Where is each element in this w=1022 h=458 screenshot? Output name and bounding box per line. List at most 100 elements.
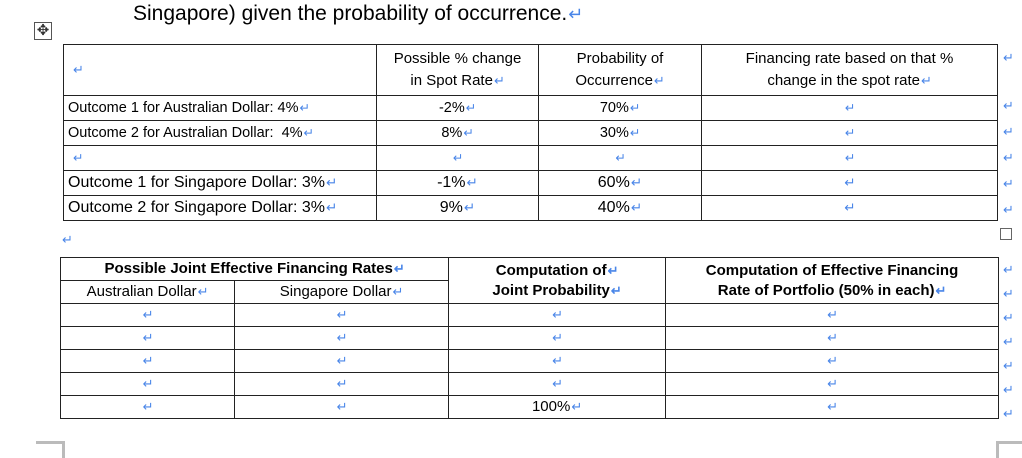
header-portfolio-rate-l2: Rate of Portfolio (50% in each) — [717, 281, 935, 299]
joint-prob-total-cell[interactable]: 100%↵ — [448, 395, 666, 419]
spot-change-cell[interactable]: ↵ — [376, 145, 539, 171]
row-end-mark-icon: ↵ — [1003, 310, 1014, 325]
joint-prob-cell[interactable]: ↵ — [448, 326, 666, 350]
financing-rate-cell[interactable]: ↵ — [701, 120, 998, 146]
row-label[interactable]: ↵ — [63, 145, 377, 171]
probability-cell[interactable]: 40%↵ — [538, 195, 702, 221]
header-joint-probability-l2: Joint Probability — [492, 281, 610, 299]
portfolio-cell[interactable]: ↵ — [665, 303, 999, 327]
spot-change-cell[interactable]: 9%↵ — [376, 195, 539, 221]
table-resize-handle[interactable] — [1000, 228, 1012, 240]
spot-change-cell[interactable]: 8%↵ — [376, 120, 539, 146]
aud-cell[interactable]: ↵ — [60, 326, 235, 350]
cell-mark-icon: ↵ — [465, 101, 477, 115]
portfolio-cell[interactable]: ↵ — [665, 395, 999, 419]
header-joint-rates-text: Possible Joint Effective Financing Rates — [104, 260, 393, 277]
cell-mark-icon: ↵ — [827, 353, 838, 368]
probability-cell[interactable]: ↵ — [538, 145, 702, 171]
row-end-mark-icon: ↵ — [1003, 202, 1014, 217]
probability-cell[interactable]: 70%↵ — [538, 95, 702, 121]
cell-mark-icon: ↵ — [463, 126, 474, 140]
row-label-text: Outcome 1 for Australian Dollar: 4% — [68, 100, 299, 116]
row-label-text: Outcome 2 for Australian Dollar: 4% — [68, 125, 303, 141]
cell-mark-icon: ↵ — [452, 151, 464, 165]
probability-value: 70% — [599, 100, 629, 116]
header-portfolio-rate[interactable]: Computation of Effective Financing Rate o… — [665, 257, 999, 304]
aud-cell[interactable]: ↵ — [60, 372, 235, 396]
spot-change-cell[interactable]: -2%↵ — [376, 95, 539, 121]
row-label[interactable]: Outcome 2 for Singapore Dollar: 3%↵ — [63, 195, 377, 221]
header-joint-probability-l1: Computation of — [495, 261, 607, 279]
sgd-cell[interactable]: ↵ — [234, 395, 449, 419]
row-label[interactable]: Outcome 1 for Australian Dollar: 4%↵ — [63, 95, 377, 121]
header-australian-dollar[interactable]: Australian Dollar↵ — [60, 280, 235, 304]
aud-cell[interactable]: ↵ — [60, 395, 235, 419]
portfolio-cell[interactable]: ↵ — [665, 326, 999, 350]
header-spot-change-l2: in Spot Rate — [410, 72, 493, 89]
sgd-cell[interactable]: ↵ — [234, 303, 449, 327]
paragraph-mark-icon: ↵ — [62, 232, 73, 247]
probability-cell[interactable]: 60%↵ — [538, 170, 702, 196]
aud-cell[interactable]: ↵ — [60, 303, 235, 327]
sgd-cell[interactable]: ↵ — [234, 372, 449, 396]
row-end-mark-icon: ↵ — [1003, 98, 1014, 113]
header-spot-change[interactable]: Possible % change in Spot Rate↵ — [376, 44, 539, 96]
header-probability-l2: Occurrence — [575, 72, 653, 89]
cell-mark-icon: ↵ — [571, 399, 583, 414]
row-end-mark-icon: ↵ — [1003, 262, 1014, 277]
cell-mark-icon: ↵ — [73, 62, 84, 77]
cell-mark-icon: ↵ — [827, 307, 838, 322]
header-aud-text: Australian Dollar — [86, 283, 197, 300]
cell-mark-icon: ↵ — [392, 284, 404, 299]
row-label[interactable]: Outcome 2 for Australian Dollar: 4%↵ — [63, 120, 377, 146]
header-joint-probability[interactable]: Computation of↵ Joint Probability↵ — [448, 257, 666, 304]
financing-rate-cell[interactable]: ↵ — [701, 170, 998, 196]
cell-mark-icon: ↵ — [827, 399, 838, 414]
header-joint-rates[interactable]: Possible Joint Effective Financing Rates… — [60, 257, 449, 281]
probability-cell[interactable]: 30%↵ — [538, 120, 702, 146]
table-move-handle-icon[interactable]: ✥ — [34, 22, 52, 40]
portfolio-cell[interactable]: ↵ — [665, 349, 999, 373]
cell-mark-icon: ↵ — [336, 376, 348, 391]
cell-mark-icon: ↵ — [466, 175, 478, 190]
cell-mark-icon: ↵ — [607, 262, 619, 278]
cell-mark-icon: ↵ — [303, 126, 314, 140]
sgd-cell[interactable]: ↵ — [234, 326, 449, 350]
row-end-mark-icon: ↵ — [1003, 286, 1014, 301]
cell-mark-icon: ↵ — [920, 73, 932, 88]
financing-rate-cell[interactable]: ↵ — [701, 195, 998, 221]
spot-change-value: -1% — [437, 174, 466, 191]
paragraph-mark-icon: ↵ — [568, 4, 584, 24]
header-financing-rate[interactable]: Financing rate based on that % change in … — [701, 44, 998, 96]
financing-rate-cell[interactable]: ↵ — [701, 95, 998, 121]
spot-rate-table: ↵ Possible % change in Spot Rate↵ Probabi… — [63, 44, 998, 221]
joint-financing-table: Possible Joint Effective Financing Rates… — [60, 257, 999, 419]
joint-prob-cell[interactable]: ↵ — [448, 303, 666, 327]
cell-mark-icon: ↵ — [73, 151, 84, 165]
cell-mark-icon: ↵ — [552, 330, 563, 345]
header-sgd-text: Singapore Dollar — [279, 283, 392, 300]
aud-cell[interactable]: ↵ — [60, 349, 235, 373]
joint-prob-cell[interactable]: ↵ — [448, 349, 666, 373]
header-probability[interactable]: Probability of Occurrence↵ — [538, 44, 702, 96]
row-label[interactable]: Outcome 1 for Singapore Dollar: 3%↵ — [63, 170, 377, 196]
cell-mark-icon: ↵ — [610, 282, 622, 298]
cell-mark-icon: ↵ — [615, 151, 626, 165]
header-probability-l1: Probability of — [576, 50, 664, 67]
sgd-cell[interactable]: ↵ — [234, 349, 449, 373]
financing-rate-cell[interactable]: ↵ — [701, 145, 998, 171]
cell-mark-icon: ↵ — [844, 200, 856, 215]
joint-prob-cell[interactable]: ↵ — [448, 372, 666, 396]
spot-change-cell[interactable]: -1%↵ — [376, 170, 539, 196]
heading-text: Singapore) given the probability of occu… — [133, 2, 568, 25]
cell-mark-icon: ↵ — [630, 175, 643, 190]
portfolio-cell[interactable]: ↵ — [665, 372, 999, 396]
table1-header-empty[interactable]: ↵ — [63, 44, 377, 96]
row-end-mark-icon: ↵ — [1003, 150, 1014, 165]
spot-change-value: -2% — [438, 100, 465, 116]
row-end-mark-icon: ↵ — [1003, 334, 1014, 349]
header-portfolio-rate-l1: Computation of Effective Financing — [705, 261, 959, 279]
header-singapore-dollar[interactable]: Singapore Dollar↵ — [234, 280, 449, 304]
page-corner-mark — [36, 441, 65, 458]
cell-mark-icon: ↵ — [844, 126, 856, 140]
